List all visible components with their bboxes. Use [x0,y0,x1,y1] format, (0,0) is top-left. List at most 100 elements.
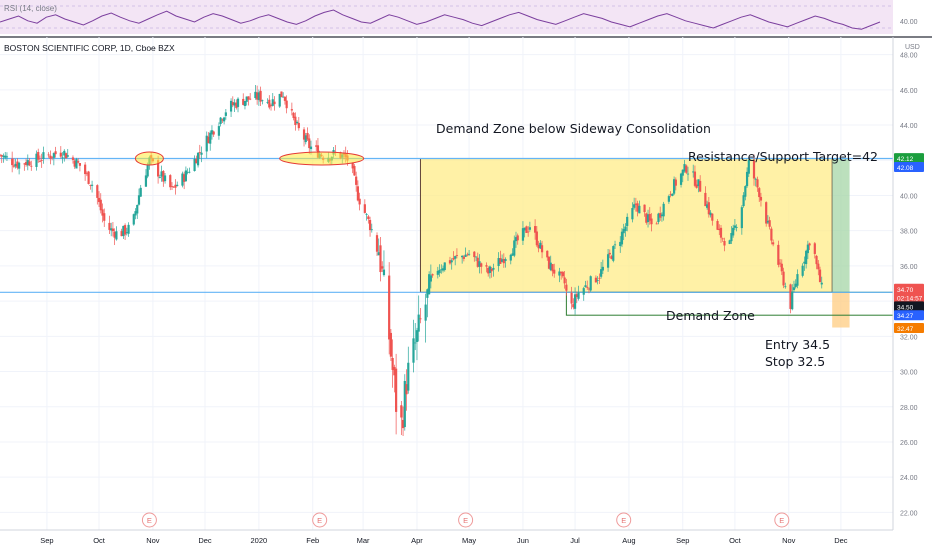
candle-body [636,203,639,212]
candle-body [683,164,686,172]
candle-body [52,153,55,158]
candle-body [504,259,507,261]
candle-body [295,121,299,124]
candle-body [624,226,627,232]
highlight-ellipses [134,151,365,166]
candle-body [273,101,276,105]
candle-body [765,202,768,224]
candle-body [261,100,264,102]
candle-body [403,380,406,428]
candle-body [692,171,695,173]
earnings-label: E [779,516,784,525]
candle-body [0,154,2,156]
candle-body [613,244,617,246]
candle-body [589,276,592,291]
candle-body [99,199,102,211]
candle-body [464,254,467,257]
price-tick-label: 46.00 [900,88,918,95]
candle-body [37,152,40,160]
candle-body [480,263,483,267]
price-tick-label: 36.00 [900,264,918,271]
price-tag-label: 32.47 [897,326,914,333]
stop-box [832,292,850,328]
candle-body [400,405,403,418]
currency-label[interactable]: USD [905,44,920,51]
rsi-pane[interactable]: RSI (14, close) 40.00 [0,0,918,34]
candle-body [172,186,175,188]
candle-body [12,165,15,167]
price-tick-label: 28.00 [900,405,918,412]
candle-body [11,158,14,166]
candle-body [805,250,808,265]
time-axis[interactable]: Sep Oct Nov Dec 2020 Feb Mar Apr May Jun Jul Aug Sep… [40,536,848,545]
candle-body [527,231,530,233]
price-tag-box [894,292,924,303]
candle-body [572,304,575,308]
candle-body [791,291,794,310]
candle-body [78,163,82,166]
candle-body [476,257,479,267]
candle-body [146,165,149,177]
candle-body [509,254,512,261]
candle-body [500,259,504,262]
time-tick-label: Aug [622,536,635,545]
candle-body [551,264,554,272]
candle-body [306,132,309,140]
candle-body [38,160,42,162]
candle-body [205,135,208,152]
candle-body [59,152,62,157]
candle-body [759,196,763,201]
zones [419,157,894,328]
time-tick-label: Dec [834,536,848,545]
candle-body [770,228,773,241]
candle-body [110,228,113,231]
time-tick-label: Nov [782,536,796,545]
candle-body [249,98,252,100]
resistance-annotation: Resistance/Support Target=42 [688,149,878,164]
earnings-icon [141,512,157,528]
price-tag-box [894,153,924,164]
candle-body [236,98,240,107]
candle-body [282,96,285,98]
candle-body [577,292,580,299]
candle-body [699,180,702,192]
candle-body [813,243,816,254]
candle-body [35,153,38,167]
candle-body [73,160,76,167]
candle-body [316,145,320,158]
candle-body [733,225,737,228]
candle-body [672,179,676,194]
candle-body [815,255,818,265]
candle-body [499,258,502,264]
price-tag-label: 34.50 [897,304,914,311]
candle-body [443,262,446,271]
candle-body [254,91,257,99]
candle-body [412,338,415,363]
candle-body [754,178,757,180]
candle-body [257,92,260,101]
candle-body [419,318,422,320]
candle-body [462,256,465,259]
candle-body [382,269,386,276]
candle-body [537,244,540,249]
candle-body [375,235,379,252]
candle-body [553,269,556,274]
candle-body [125,232,128,233]
candles [0,84,823,436]
candle-body [659,213,662,218]
candle-body [436,270,439,275]
candle-body [259,90,262,102]
candle-body [144,175,148,187]
candle-body [561,272,565,277]
candle-body [111,228,115,232]
price-tag-label: 34.70 [897,287,914,294]
candle-body [549,262,552,270]
candle-body [405,384,408,395]
candle-body [608,252,611,255]
candle-body [136,204,139,214]
candle-body [97,197,101,203]
candle-body [704,192,707,207]
time-tick-label: Nov [146,536,160,545]
candle-body [438,269,441,274]
